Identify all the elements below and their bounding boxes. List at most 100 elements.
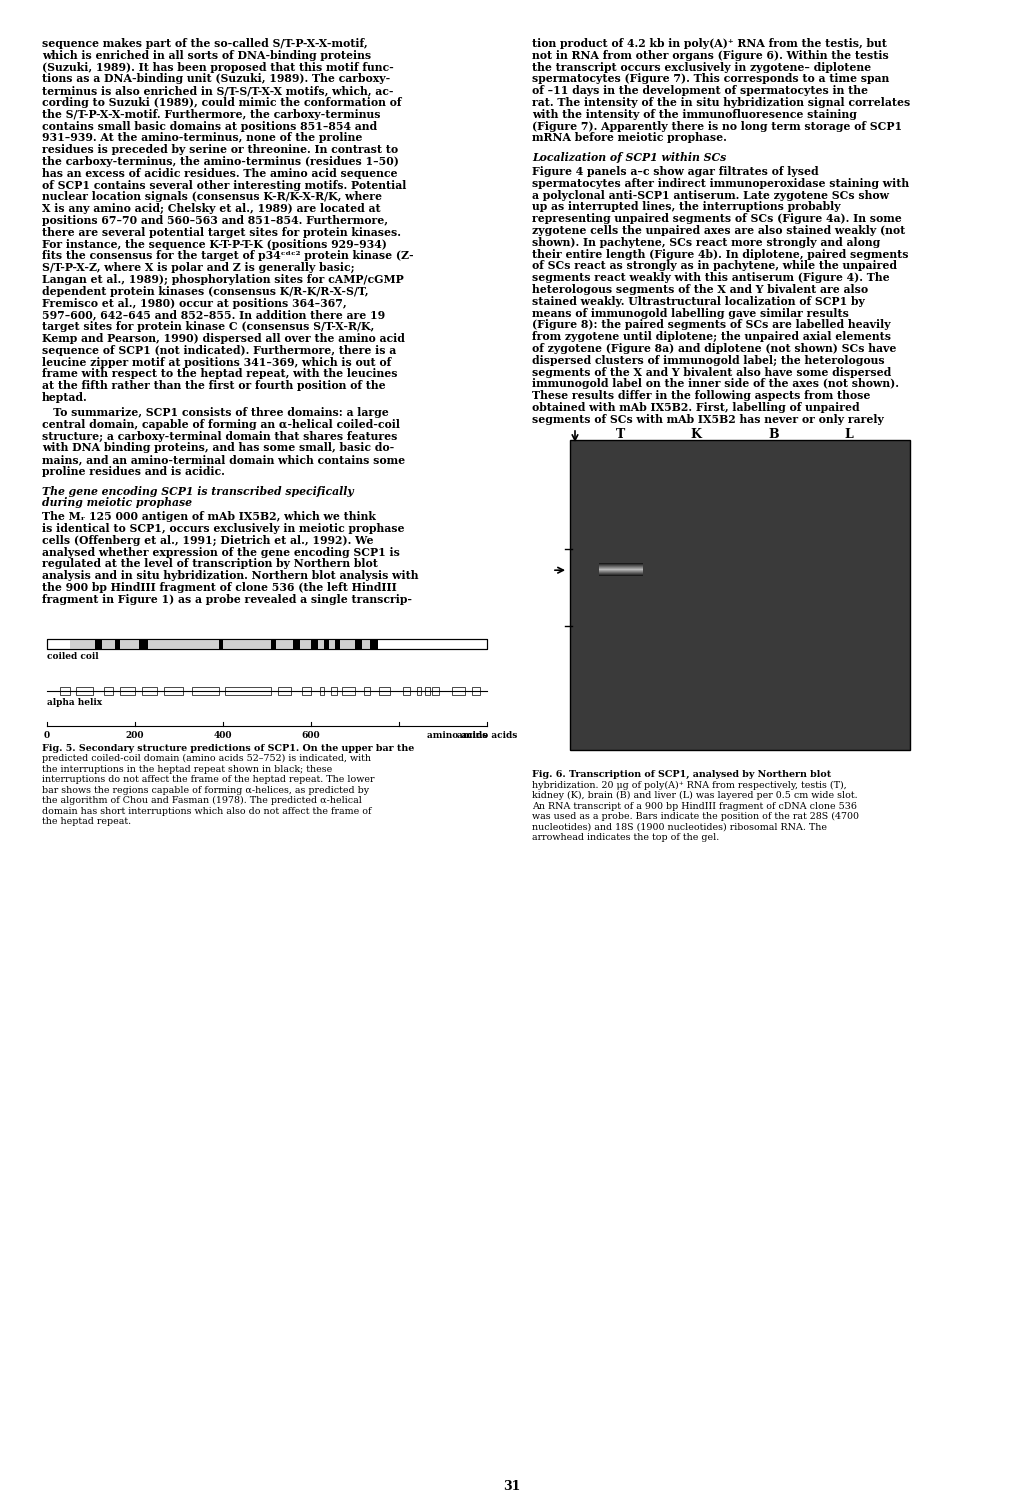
- Text: amino acids: amino acids: [427, 730, 487, 739]
- Bar: [47, 639, 487, 649]
- Bar: [95, 639, 102, 649]
- Text: the algorithm of Chou and Fasman (1978). The predicted α-helical: the algorithm of Chou and Fasman (1978).…: [42, 797, 361, 806]
- Text: The gene encoding SCP1 is transcribed specifically: The gene encoding SCP1 is transcribed sp…: [42, 485, 353, 497]
- Text: L: L: [845, 428, 853, 441]
- Text: X is any amino acid; Chelsky et al., 1989) are located at: X is any amino acid; Chelsky et al., 198…: [42, 203, 381, 214]
- Text: of SCs react as strongly as in pachytene, while the unpaired: of SCs react as strongly as in pachytene…: [532, 261, 897, 271]
- Text: 597–600, 642–645 and 852–855. In addition there are 19: 597–600, 642–645 and 852–855. In additio…: [42, 309, 385, 321]
- Text: amino acids: amino acids: [457, 730, 517, 739]
- Text: segments react weakly with this antiserum (Figure 4). The: segments react weakly with this antiseru…: [532, 273, 890, 283]
- Bar: [302, 687, 311, 694]
- Text: of zygotene (Figure 8a) and diplotene (not shown) SCs have: of zygotene (Figure 8a) and diplotene (n…: [532, 343, 896, 354]
- Bar: [225, 687, 271, 694]
- Bar: [141, 687, 157, 694]
- Text: Fig. 6. Transcription of SCP1, analysed by Northern blot: Fig. 6. Transcription of SCP1, analysed …: [532, 770, 831, 779]
- Text: (Figure 7). Apparently there is no long term storage of SCP1: (Figure 7). Apparently there is no long …: [532, 120, 902, 131]
- Text: alpha helix: alpha helix: [47, 697, 102, 706]
- Text: analysis and in situ hybridization. Northern blot analysis with: analysis and in situ hybridization. Nort…: [42, 571, 419, 581]
- Text: Fig. 5. Secondary structure predictions of SCP1. On the upper bar the: Fig. 5. Secondary structure predictions …: [42, 744, 415, 753]
- Text: 200: 200: [126, 730, 144, 739]
- Text: coiled coil: coiled coil: [47, 652, 98, 661]
- Bar: [364, 687, 371, 694]
- Text: 31: 31: [504, 1480, 520, 1492]
- Text: up as interrupted lines, the interruptions probably: up as interrupted lines, the interruptio…: [532, 202, 841, 212]
- Text: not in RNA from other organs (Figure 6). Within the testis: not in RNA from other organs (Figure 6).…: [532, 50, 889, 60]
- Text: interruptions do not affect the frame of the heptad repeat. The lower: interruptions do not affect the frame of…: [42, 776, 375, 785]
- Text: cording to Suzuki (1989), could mimic the conformation of: cording to Suzuki (1989), could mimic th…: [42, 96, 401, 108]
- Text: heterologous segments of the X and Y bivalent are also: heterologous segments of the X and Y biv…: [532, 285, 868, 295]
- Text: contains small basic domains at positions 851–854 and: contains small basic domains at position…: [42, 120, 377, 131]
- Text: residues is preceded by serine or threonine. In contrast to: residues is preceded by serine or threon…: [42, 145, 398, 155]
- Text: positions 67–70 and 560–563 and 851–854. Furthermore,: positions 67–70 and 560–563 and 851–854.…: [42, 215, 388, 226]
- Bar: [120, 687, 135, 694]
- Text: sequence of SCP1 (not indicated). Furthermore, there is a: sequence of SCP1 (not indicated). Furthe…: [42, 345, 396, 355]
- Bar: [355, 639, 361, 649]
- Text: from zygotene until diplotene; the unpaired axial elements: from zygotene until diplotene; the unpai…: [532, 331, 891, 342]
- Bar: [319, 687, 325, 694]
- Text: Langan et al., 1989); phosphorylation sites for cAMP/cGMP: Langan et al., 1989); phosphorylation si…: [42, 274, 403, 285]
- Text: 931–939. At the amino-terminus, none of the proline: 931–939. At the amino-terminus, none of …: [42, 133, 362, 143]
- Bar: [164, 687, 183, 694]
- Text: with DNA binding proteins, and has some small, basic do-: with DNA binding proteins, and has some …: [42, 443, 394, 453]
- Bar: [139, 639, 148, 649]
- Text: central domain, capable of forming an α-helical coiled-coil: central domain, capable of forming an α-…: [42, 419, 400, 429]
- Text: arrowhead indicates the top of the gel.: arrowhead indicates the top of the gel.: [532, 833, 719, 842]
- Text: of SCP1 contains several other interesting motifs. Potential: of SCP1 contains several other interesti…: [42, 179, 407, 191]
- Text: mains, and an amino-terminal domain which contains some: mains, and an amino-terminal domain whic…: [42, 453, 406, 465]
- Bar: [371, 639, 378, 649]
- Text: To summarize, SCP1 consists of three domains: a large: To summarize, SCP1 consists of three dom…: [42, 407, 389, 417]
- Text: analysed whether expression of the gene encoding SCP1 is: analysed whether expression of the gene …: [42, 547, 400, 557]
- Bar: [47, 639, 487, 649]
- Text: frame with respect to the heptad repeat, with the leucines: frame with respect to the heptad repeat,…: [42, 369, 397, 380]
- Bar: [432, 687, 438, 694]
- Bar: [325, 639, 330, 649]
- Text: heptad.: heptad.: [42, 392, 88, 404]
- Text: 0: 0: [44, 730, 50, 739]
- Text: structure; a carboxy-terminal domain that shares features: structure; a carboxy-terminal domain tha…: [42, 431, 397, 441]
- Text: nucleotides) and 18S (1900 nucleotides) ribosomal RNA. The: nucleotides) and 18S (1900 nucleotides) …: [532, 822, 827, 831]
- Text: the heptad repeat.: the heptad repeat.: [42, 818, 131, 827]
- Text: (Suzuki, 1989). It has been proposed that this motif func-: (Suzuki, 1989). It has been proposed tha…: [42, 62, 394, 72]
- Bar: [311, 639, 317, 649]
- Text: at the fifth rather than the first or fourth position of the: at the fifth rather than the first or fo…: [42, 380, 386, 392]
- Bar: [76, 687, 93, 694]
- Bar: [425, 687, 430, 694]
- Text: K: K: [690, 428, 701, 441]
- Text: the interruptions in the heptad repeat shown in black; these: the interruptions in the heptad repeat s…: [42, 765, 332, 774]
- Text: tion product of 4.2 kb in poly(A)⁺ RNA from the testis, but: tion product of 4.2 kb in poly(A)⁺ RNA f…: [532, 38, 887, 50]
- Text: a polyclonal anti-SCP1 antiserum. Late zygotene SCs show: a polyclonal anti-SCP1 antiserum. Late z…: [532, 190, 889, 200]
- Text: their entire length (Figure 4b). In diplotene, paired segments: their entire length (Figure 4b). In dipl…: [532, 248, 908, 259]
- Text: dependent protein kinases (consensus K/R-K/R-X-S/T,: dependent protein kinases (consensus K/R…: [42, 286, 369, 297]
- Text: 600: 600: [302, 730, 321, 739]
- Bar: [193, 687, 218, 694]
- Text: domain has short interruptions which also do not affect the frame of: domain has short interruptions which als…: [42, 807, 372, 816]
- Bar: [115, 639, 120, 649]
- Text: Fremisco et al., 1980) occur at positions 364–367,: Fremisco et al., 1980) occur at position…: [42, 298, 347, 309]
- Text: was used as a probe. Bars indicate the position of the rat 28S (4700: was used as a probe. Bars indicate the p…: [532, 812, 859, 821]
- Text: proline residues and is acidic.: proline residues and is acidic.: [42, 465, 225, 477]
- Text: terminus is also enriched in S/T-S/T-X-X motifs, which, ac-: terminus is also enriched in S/T-S/T-X-X…: [42, 86, 393, 96]
- Text: For instance, the sequence K-T-P-T-K (positions 929–934): For instance, the sequence K-T-P-T-K (po…: [42, 238, 387, 250]
- Text: during meiotic prophase: during meiotic prophase: [42, 497, 193, 509]
- Text: Figure 4 panels a–c show agar filtrates of lysed: Figure 4 panels a–c show agar filtrates …: [532, 166, 818, 178]
- Text: cells (Offenberg et al., 1991; Dietrich et al., 1992). We: cells (Offenberg et al., 1991; Dietrich …: [42, 535, 374, 545]
- Text: zygotene cells the unpaired axes are also stained weakly (not: zygotene cells the unpaired axes are als…: [532, 224, 905, 236]
- Text: Localization of SCP1 within SCs: Localization of SCP1 within SCs: [532, 152, 726, 163]
- Bar: [335, 639, 340, 649]
- Text: nuclear location signals (consensus K-R/K-X-R/K, where: nuclear location signals (consensus K-R/…: [42, 191, 382, 202]
- Bar: [294, 639, 300, 649]
- Text: T: T: [616, 428, 626, 441]
- Text: regulated at the level of transcription by Northern blot: regulated at the level of transcription …: [42, 559, 378, 569]
- Text: means of immunogold labelling gave similar results: means of immunogold labelling gave simil…: [532, 307, 849, 319]
- Text: with the intensity of the immunofluoresence staining: with the intensity of the immunofluorese…: [532, 108, 857, 120]
- Text: 400: 400: [214, 730, 232, 739]
- Bar: [331, 687, 337, 694]
- Text: (Figure 8): the paired segments of SCs are labelled heavily: (Figure 8): the paired segments of SCs a…: [532, 319, 891, 330]
- Text: the 900 bp HindIII fragment of clone 536 (the left HindIII: the 900 bp HindIII fragment of clone 536…: [42, 581, 396, 593]
- Text: which is enriched in all sorts of DNA-binding proteins: which is enriched in all sorts of DNA-bi…: [42, 50, 371, 60]
- Bar: [403, 687, 410, 694]
- Text: stained weakly. Ultrastructural localization of SCP1 by: stained weakly. Ultrastructural localiza…: [532, 295, 865, 307]
- Text: rat. The intensity of the in situ hybridization signal correlates: rat. The intensity of the in situ hybrid…: [532, 96, 910, 108]
- Text: sequence makes part of the so-called S/T-P-X-X-motif,: sequence makes part of the so-called S/T…: [42, 38, 368, 50]
- Text: The Μᵣ 125 000 antigen of mAb IX5B2, which we think: The Μᵣ 125 000 antigen of mAb IX5B2, whi…: [42, 511, 376, 523]
